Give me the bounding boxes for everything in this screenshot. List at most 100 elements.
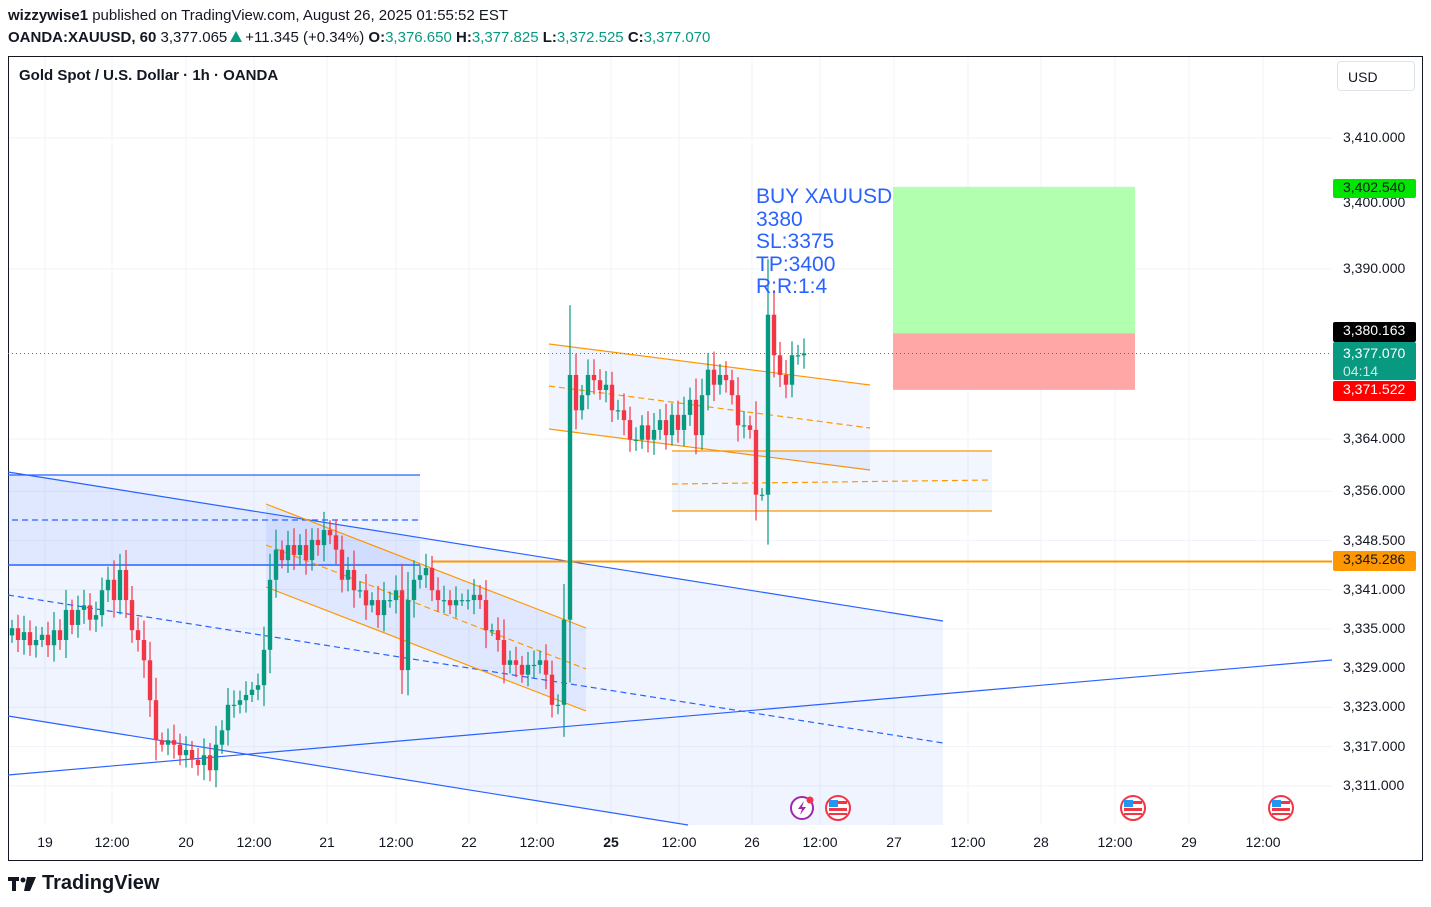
candle-body (759, 494, 765, 496)
candle-body (9, 628, 15, 636)
candle-body (765, 314, 771, 495)
candle (801, 338, 807, 369)
candle (447, 590, 453, 615)
candle (633, 427, 639, 451)
lightning-event-icon[interactable] (790, 796, 814, 820)
candle-body (489, 630, 495, 632)
blue-channel-mid[interactable] (7, 594, 944, 744)
orange-channel-1-mid[interactable] (265, 544, 587, 670)
price-tick-label: 3,348.500 (1343, 531, 1406, 548)
candle (507, 650, 513, 674)
candle-body (135, 630, 141, 641)
candle-body (435, 590, 441, 601)
author[interactable]: wizzywise1 (8, 7, 89, 24)
blue-channel-lower[interactable] (7, 715, 689, 826)
high-value: 3,377.825 (471, 29, 539, 46)
candle (381, 581, 387, 632)
blue-trendline[interactable] (7, 659, 1333, 776)
long-position-target-zone[interactable] (893, 186, 1135, 334)
candle (579, 384, 585, 420)
time-tick-label: 20 (178, 834, 194, 850)
symbol-info: OANDA:XAUUSD, 60 3,377.065 +11.345 (+0.34… (8, 29, 710, 46)
annotation-line: 3380 (756, 207, 803, 231)
bar-countdown: 04:14 (1343, 363, 1379, 379)
time-tick-label: 12:00 (661, 834, 697, 850)
candle-body (663, 420, 669, 436)
candle-body (327, 530, 333, 536)
candle-body (429, 568, 435, 591)
price-tick-label: 3,400.000 (1343, 194, 1406, 211)
us-flag-event-icon[interactable] (1120, 795, 1146, 821)
candle (231, 690, 237, 718)
orange-channel-2-lower[interactable] (548, 428, 871, 471)
candle-body (267, 579, 273, 650)
price-tick-label: 3,311.000 (1343, 776, 1405, 793)
orange-channel-2-upper[interactable] (548, 343, 871, 386)
candle (441, 585, 447, 614)
candle (477, 585, 483, 609)
us-flag-event-icon[interactable] (825, 795, 851, 821)
candle-body (219, 730, 225, 745)
us-flag-event-icon[interactable] (1268, 795, 1294, 821)
drawings[interactable] (7, 186, 1333, 826)
candle-body (669, 414, 675, 436)
currency-selector[interactable]: USD (1337, 61, 1415, 91)
candle (753, 401, 759, 521)
candle (723, 361, 729, 393)
candle (693, 378, 699, 455)
trade-annotation[interactable]: BUY XAUUSD 3380 SL:3375 TP:3400 R:R:1:4 (756, 185, 892, 299)
candle (237, 690, 243, 714)
candle-body (153, 700, 159, 741)
close-value: 3,377.070 (643, 29, 711, 46)
candle-body (15, 628, 21, 641)
candle-body (99, 590, 105, 616)
candle (603, 371, 609, 403)
price-tick-label: 3,410.000 (1343, 129, 1406, 145)
candle-body (225, 704, 231, 731)
candle-body (159, 740, 165, 745)
candle-body (291, 545, 297, 555)
tradingview-logo[interactable]: TradingView (8, 872, 159, 895)
orange-channel-2-mid[interactable] (548, 385, 871, 429)
candle-body (249, 689, 255, 695)
orange-channel-1-lower[interactable] (265, 586, 587, 712)
candle (369, 592, 375, 613)
candle-body (405, 600, 411, 671)
candle (519, 655, 525, 683)
candle-body (321, 530, 327, 546)
candle-body (411, 579, 417, 601)
candle-body (441, 600, 447, 602)
candle (375, 585, 381, 628)
candle-body (465, 600, 471, 602)
candle-body (723, 374, 729, 381)
candle (573, 353, 579, 430)
candle-body (21, 632, 27, 641)
candle (399, 563, 405, 694)
candle (51, 612, 57, 662)
candle (651, 413, 657, 455)
time-tick-label: 26 (744, 834, 760, 850)
candle-body (87, 605, 93, 620)
time-tick-label: 12:00 (519, 834, 555, 850)
candle (429, 555, 435, 602)
candle (729, 369, 735, 405)
candle-body (345, 569, 351, 580)
candle (15, 614, 21, 653)
blue-channel-upper[interactable] (7, 471, 944, 622)
candle-body (681, 414, 687, 430)
candle-body (297, 545, 303, 555)
candle (93, 601, 99, 632)
candle (771, 290, 777, 378)
candle (645, 411, 651, 453)
candle-body (627, 420, 633, 440)
candle (189, 740, 195, 768)
candle (489, 623, 495, 637)
candle (531, 650, 537, 678)
candle (741, 410, 747, 439)
time-tick-label: 12:00 (950, 834, 986, 850)
long-position-stop-zone[interactable] (893, 333, 1135, 390)
candle-body (567, 374, 573, 620)
candle (201, 738, 207, 781)
orange-range-box[interactable] (672, 451, 992, 511)
